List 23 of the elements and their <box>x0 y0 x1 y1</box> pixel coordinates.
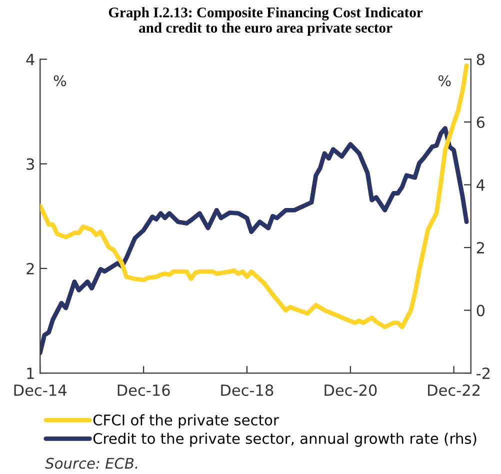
x-tick-label: Dec-22 <box>428 384 480 396</box>
x-tick-label: Dec-16 <box>118 384 170 396</box>
y2-tick-label: 0 <box>476 304 485 316</box>
annotation: % <box>438 75 451 86</box>
y-tick-label: 4 <box>26 54 34 66</box>
y2-tick-label: 8 <box>476 54 484 66</box>
annotation: % <box>54 75 66 86</box>
line-series <box>40 126 469 356</box>
y2-tick-label: 4 <box>476 179 485 191</box>
y2-tick-label: 2 <box>476 242 484 254</box>
source-note: Source: ECB. <box>45 458 138 469</box>
x-tick-label: Dec-20 <box>324 384 377 396</box>
y2-tick-label: 6 <box>476 116 485 128</box>
legend-label: CFCI of the private sector <box>93 414 279 428</box>
x-tick-label: Dec-18 <box>221 384 274 396</box>
y2-tick-label: -2 <box>476 368 490 379</box>
y-tick-label: 1 <box>27 368 34 379</box>
y-tick-label: 3 <box>26 158 34 170</box>
y-tick-label: 2 <box>26 262 34 274</box>
chart-title: Graph I.2.13: Composite Financing Cost Indicator and credit to the euro area private sector <box>108 7 423 36</box>
x-tick-label: Dec-14 <box>14 384 66 396</box>
legend-label: Credit to the private sector, annual growth rate (rhs) <box>93 432 476 447</box>
line-series <box>40 63 469 330</box>
